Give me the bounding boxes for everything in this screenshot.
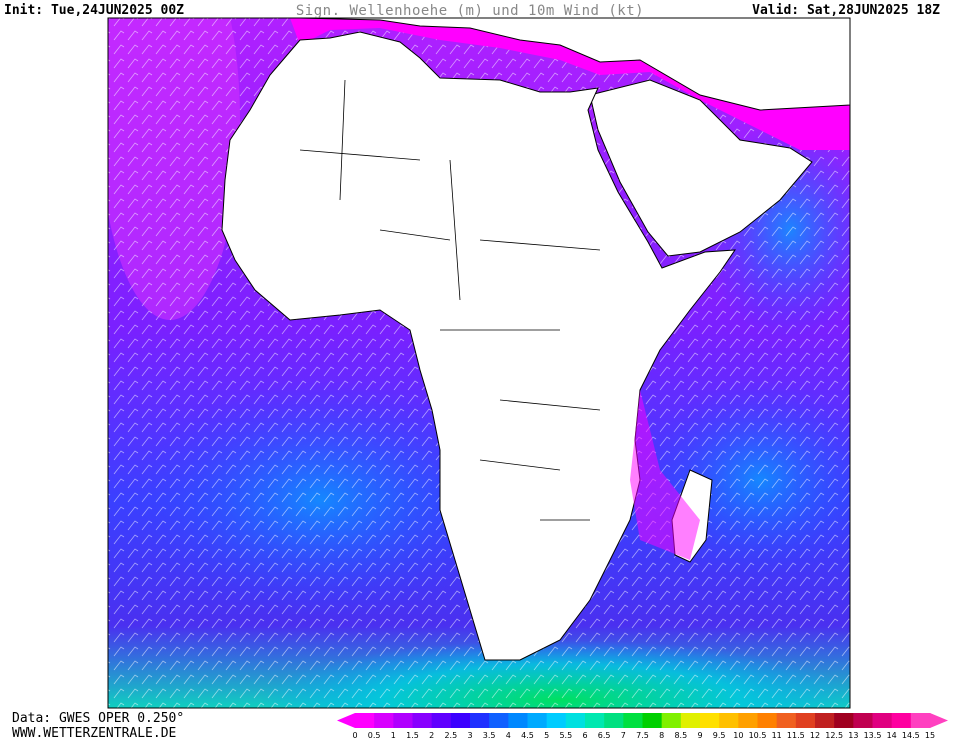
arabia <box>589 79 813 257</box>
scale-label: 13 <box>848 731 858 740</box>
scale-box <box>815 713 835 728</box>
scale-box <box>910 713 931 728</box>
scale-label: 6 <box>582 731 587 740</box>
site: WWW.WETTERZENTRALE.DE <box>12 726 176 741</box>
scale-label: 8 <box>659 731 664 740</box>
scale-label: 15 <box>925 731 935 740</box>
map-title: Sign. Wellenhoehe (m) und 10m Wind (kt) <box>296 3 644 19</box>
scale-box <box>412 713 433 728</box>
scale-label: 0 <box>352 731 357 740</box>
scale-box <box>623 713 643 728</box>
scale-label: 9 <box>697 731 702 740</box>
land-north <box>299 18 850 111</box>
scale-label: 2.5 <box>444 731 457 740</box>
scale-label: 12 <box>810 731 820 740</box>
scale-label: 3 <box>467 731 472 740</box>
scale-box <box>872 713 893 728</box>
scale-box <box>604 713 624 728</box>
scale-box <box>642 713 663 728</box>
scale-label: 0.5 <box>368 731 381 740</box>
scale-box <box>431 713 452 728</box>
scale-label: 9.5 <box>713 731 726 740</box>
scale-box <box>546 713 567 728</box>
scale-box <box>891 713 912 728</box>
scale-label: 13.5 <box>864 731 882 740</box>
scale-label: 7.5 <box>636 731 649 740</box>
scale-label: 2 <box>429 731 434 740</box>
init-time: Init: Tue,24JUN2025 00Z <box>4 3 184 18</box>
scale-box <box>757 713 778 728</box>
scale-label: 4.5 <box>521 731 534 740</box>
borders <box>299 79 601 521</box>
scale-box <box>374 713 394 728</box>
data-source: Data: GWES OPER 0.250° <box>12 711 184 726</box>
scale-label: 8.5 <box>674 731 687 740</box>
scale-label: 6.5 <box>598 731 611 740</box>
scale-label: 10.5 <box>749 731 767 740</box>
scale-box <box>776 713 797 728</box>
scale-label: 14.5 <box>902 731 920 740</box>
scale-label: 11 <box>772 731 782 740</box>
scale-box <box>795 713 816 728</box>
scale-label: 4 <box>506 731 511 740</box>
scale-box <box>585 713 605 728</box>
scale-label: 10 <box>733 731 743 740</box>
scale-box <box>680 713 701 728</box>
calm-sea <box>630 390 700 560</box>
scale-box <box>700 713 720 728</box>
scale-box <box>853 713 873 728</box>
scale-label: 12.5 <box>825 731 843 740</box>
scale-box <box>393 713 413 728</box>
map-frame <box>107 17 851 709</box>
scale-label: 7 <box>621 731 626 740</box>
scale-box <box>355 713 375 728</box>
scale-label: 14 <box>887 731 897 740</box>
scale-box <box>508 713 528 728</box>
africa <box>221 31 736 661</box>
scale-box <box>527 713 548 728</box>
scale-box <box>489 713 509 728</box>
scale-label: 1 <box>391 731 396 740</box>
scale-arrow <box>337 713 355 728</box>
map <box>108 18 850 708</box>
scale-label: 5 <box>544 731 549 740</box>
scale-box <box>450 713 471 728</box>
scale-label: 11.5 <box>787 731 805 740</box>
scale-box <box>719 713 739 728</box>
valid-time: Valid: Sat,28JUN2025 18Z <box>752 3 940 18</box>
scale-arrow <box>930 713 948 728</box>
scale-box <box>834 713 854 728</box>
scale-box <box>565 713 586 728</box>
scale-box <box>470 713 490 728</box>
scale-box <box>738 713 758 728</box>
color-scale: 0 0.5 1 1.5 2 2.5 3 3.5 4 4.5 5 5.5 6 6.5 7 7.5 8 8.5 9 9.5… <box>337 713 948 740</box>
scale-box <box>661 713 682 728</box>
scale-label: 1.5 <box>406 731 419 740</box>
scale-label: 5.5 <box>559 731 572 740</box>
scale-label: 3.5 <box>483 731 496 740</box>
